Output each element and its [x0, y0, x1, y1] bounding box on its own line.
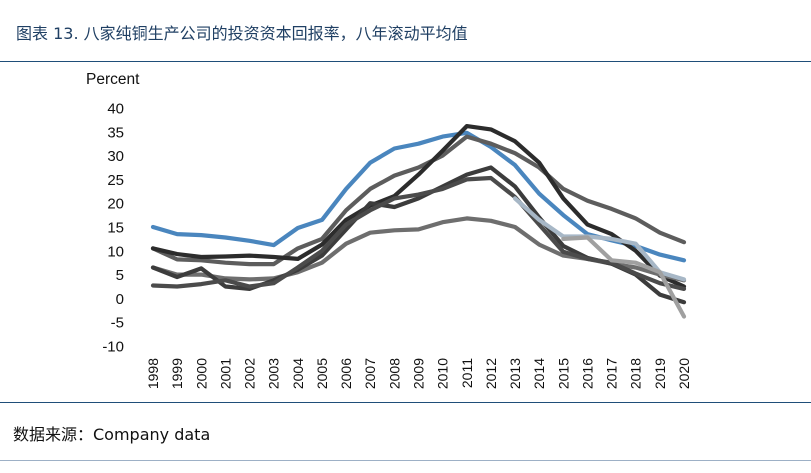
y-tick-label: 10 [107, 243, 124, 260]
series-line-3 [150, 124, 687, 289]
chart-title: 图表 13. 八家纯铜生产公司的投资资本回报率，八年滚动平均值 [16, 24, 468, 43]
source-note: 数据来源：Company data [13, 425, 211, 444]
y-axis-label: Percent [86, 71, 140, 88]
y-tick-label: 40 [107, 101, 124, 118]
y-tick-label: -10 [102, 339, 124, 356]
title-bar: 图表 13. 八家纯铜生产公司的投资资本回报率，八年滚动平均值 [0, 0, 811, 62]
y-tick-label: 20 [107, 196, 124, 213]
x-tick-label: 2002 [242, 358, 258, 389]
x-tick-label: 1998 [145, 358, 161, 389]
x-tick-label: 2017 [604, 358, 620, 389]
x-tick-label: 2011 [459, 358, 475, 388]
y-tick-label: 25 [107, 172, 124, 189]
series-line-7 [512, 196, 687, 282]
x-tick-label: 2015 [555, 358, 571, 389]
x-tick-label: 2020 [676, 358, 692, 389]
x-tick-label: 2016 [579, 358, 595, 389]
chart: Percent -10 -5 0 5 10 15 20 25 30 35 40 1998 1999 20… [86, 71, 692, 389]
series-line-2 [150, 134, 687, 267]
x-tick-label: 2013 [507, 358, 523, 389]
y-tick-label: 35 [107, 124, 124, 141]
y-tick-label: 15 [107, 220, 124, 237]
x-tick-label: 2008 [386, 358, 402, 389]
x-tick-label: 2005 [314, 358, 330, 389]
x-tick-label: 2012 [483, 358, 499, 389]
x-tick-label: 2018 [628, 358, 644, 389]
series-line-6 [150, 175, 687, 291]
x-tick-label: 2003 [266, 358, 282, 389]
x-tick-label: 2004 [290, 358, 306, 389]
bottom-divider [0, 460, 811, 461]
x-axis-ticks: 1998 1999 2000 2001 2002 2003 2004 2005 2006 2007… [145, 358, 692, 389]
y-tick-label: 30 [107, 148, 124, 165]
footer-divider [0, 402, 811, 403]
y-axis-ticks: -10 -5 0 5 10 15 20 25 30 35 40 [102, 101, 124, 356]
x-tick-label: 2019 [652, 358, 668, 389]
x-tick-label: 1999 [169, 358, 185, 389]
x-tick-label: 2009 [411, 358, 427, 389]
series-lines [150, 124, 687, 319]
series-line-8 [561, 235, 687, 319]
y-tick-label: -5 [111, 315, 124, 332]
x-tick-label: 2006 [338, 358, 354, 389]
x-tick-label: 2007 [362, 358, 378, 389]
x-tick-label: 2010 [435, 358, 451, 389]
x-tick-label: 2000 [193, 358, 209, 389]
y-tick-label: 0 [116, 291, 124, 308]
x-tick-label: 2014 [531, 358, 547, 389]
x-tick-label: 2001 [217, 358, 233, 389]
y-tick-label: 5 [116, 267, 124, 284]
series-line-4 [150, 216, 687, 283]
